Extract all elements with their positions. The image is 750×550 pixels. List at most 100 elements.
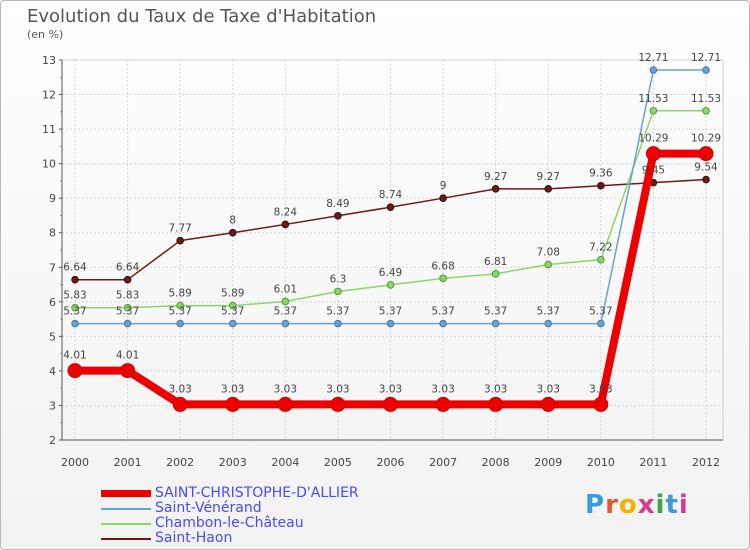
series-3-label-2004: 3.03 <box>274 383 297 395</box>
series-1-label-2001: 5.83 <box>116 290 139 302</box>
series-3-point-2006 <box>383 396 398 412</box>
legend-swatch-saint-christophe <box>101 490 151 497</box>
series-2-point-2006 <box>386 319 395 328</box>
xtick-label-2001: 2001 <box>114 456 142 469</box>
series-3-point-2001 <box>120 363 136 379</box>
xtick-label-2009: 2009 <box>534 456 562 469</box>
series-0-label-2003: 8 <box>229 215 236 227</box>
series-1-point-2009 <box>544 260 553 269</box>
series-3-point-2010 <box>593 396 609 412</box>
ytick-label-7: 7 <box>49 261 56 274</box>
chart-legend: SAINT-CHRISTOPHE-D'ALLIER Saint-Vénérand… <box>101 486 359 546</box>
series-2-point-2003 <box>228 319 237 328</box>
series-2-label-2012: 12.71 <box>691 52 721 64</box>
chart-data-labels: 6.64 6.64 7.77 8 8.24 8.49 8.74 9 9.27 9.27 9.36 9.… <box>63 52 721 395</box>
legend-swatch-chambon <box>101 522 151 525</box>
logo-letter: o <box>618 490 638 520</box>
series-2-point-2011 <box>649 66 658 74</box>
series-2-label-2007: 5.37 <box>431 306 454 318</box>
series-0-point-2007 <box>439 194 447 202</box>
series-0-label-2004: 8.24 <box>274 206 298 218</box>
series-3-point-2003 <box>225 396 241 412</box>
series-1-point-2001 <box>123 303 132 312</box>
series-0-point-2001 <box>123 275 132 284</box>
series-0-point-2010 <box>597 181 605 190</box>
series-2-label-2002: 5.37 <box>168 306 191 318</box>
series-0-point-2002 <box>176 236 184 245</box>
series-0-label-2000: 6.64 <box>63 262 87 274</box>
legend-label-saint-christophe: SAINT-CHRISTOPHE-D'ALLIER <box>155 485 359 501</box>
series-3-label-2012: 10.29 <box>691 133 721 145</box>
series-0-label-2010: 9.36 <box>589 168 613 180</box>
series-3-label-2007: 3.03 <box>431 383 454 395</box>
series-1-label-2003: 5.89 <box>221 288 244 300</box>
series-2-point-2001 <box>123 319 132 328</box>
series-2-point-2010 <box>597 319 605 328</box>
series-1-label-2008: 6.81 <box>484 256 507 268</box>
series-3-label-2001: 4.01 <box>116 350 139 362</box>
series-0-point-2003 <box>228 228 237 237</box>
series-0-label-2008: 9.27 <box>484 171 507 183</box>
series-0-label-2009: 9.27 <box>537 171 560 183</box>
series-1-point-2002 <box>176 301 184 310</box>
logo-letter: i <box>678 490 689 520</box>
series-0-label-2002: 7.77 <box>168 223 191 235</box>
series-0-point-2008 <box>491 185 500 193</box>
series-3-label-2009: 3.03 <box>537 383 560 395</box>
series-1-point-2006 <box>386 281 395 289</box>
legend-item-saint-haon: Saint-Haon <box>101 531 359 546</box>
ytick-label-2: 2 <box>49 434 56 447</box>
series-3-point-2011 <box>645 146 661 162</box>
series-3-label-2005: 3.03 <box>326 383 349 395</box>
ytick-label-8: 8 <box>49 227 56 240</box>
series-0-label-2011: 9.45 <box>642 165 665 177</box>
series-0-label-2001: 6.64 <box>116 262 140 274</box>
xtick-label-2005: 2005 <box>324 456 352 469</box>
logo-letter: P <box>585 490 606 520</box>
series-1-point-2004 <box>281 297 290 306</box>
series-2-label-2006: 5.37 <box>379 306 402 318</box>
series-3-label-2010: 3.03 <box>589 383 612 395</box>
chart-series <box>67 66 714 412</box>
logo-letter: r <box>605 490 619 520</box>
chart-title: Evolution du Taux de Taxe d'Habitation <box>27 6 377 27</box>
ytick-label-13: 13 <box>42 54 56 67</box>
series-0-label-2005: 8.49 <box>326 198 349 210</box>
series-0-point-2000 <box>71 275 79 284</box>
legend-swatch-saint-haon <box>101 537 151 540</box>
series-2-label-2011: 12.71 <box>638 52 668 64</box>
series-2-point-2004 <box>281 319 290 328</box>
series-3-label-2002: 3.03 <box>168 383 191 395</box>
xtick-label-2012: 2012 <box>692 456 720 469</box>
series-1-label-2010: 7.22 <box>589 242 612 254</box>
series-3-point-2002 <box>172 396 188 412</box>
xtick-label-2003: 2003 <box>219 456 247 469</box>
series-2-point-2008 <box>491 319 500 328</box>
xtick-label-2002: 2002 <box>166 456 194 469</box>
series-2-label-2009: 5.37 <box>537 306 560 318</box>
line-chart: 2 3 4 5 6 7 8 9 10 11 12 13 2000 2001 2002 2003 2004 2005… <box>42 52 724 469</box>
series-2-point-2007 <box>439 319 447 328</box>
series-2-label-2010: 5.37 <box>589 306 612 318</box>
series-1-point-2011 <box>649 106 658 115</box>
legend-label-chambon: Chambon-le-Château <box>155 515 304 531</box>
series-3-point-2004 <box>277 396 293 412</box>
series-3-label-2008: 3.03 <box>484 383 507 395</box>
series-1-label-2012: 11.53 <box>691 93 721 105</box>
series-3-label-2006: 3.03 <box>379 383 402 395</box>
series-3-point-2008 <box>488 396 504 412</box>
logo-letter: t <box>665 490 679 520</box>
series-3-label-2011: 10.29 <box>638 133 668 145</box>
series-1-label-2000: 5.83 <box>63 290 86 302</box>
series-1-label-2007: 6.68 <box>431 260 454 272</box>
series-2-label-2005: 5.37 <box>326 306 349 318</box>
legend-item-saint-christophe: SAINT-CHRISTOPHE-D'ALLIER <box>101 486 359 501</box>
ytick-label-6: 6 <box>49 296 56 309</box>
series-2-point-2012 <box>702 66 710 74</box>
ytick-label-12: 12 <box>42 89 56 102</box>
series-1-point-2000 <box>71 303 79 312</box>
legend-label-saint-haon: Saint-Haon <box>155 530 233 546</box>
series-1-label-2011: 11.53 <box>638 93 668 105</box>
series-0-point-2006 <box>386 203 395 211</box>
legend-label-saint-venerand: Saint-Vénérand <box>155 500 262 516</box>
